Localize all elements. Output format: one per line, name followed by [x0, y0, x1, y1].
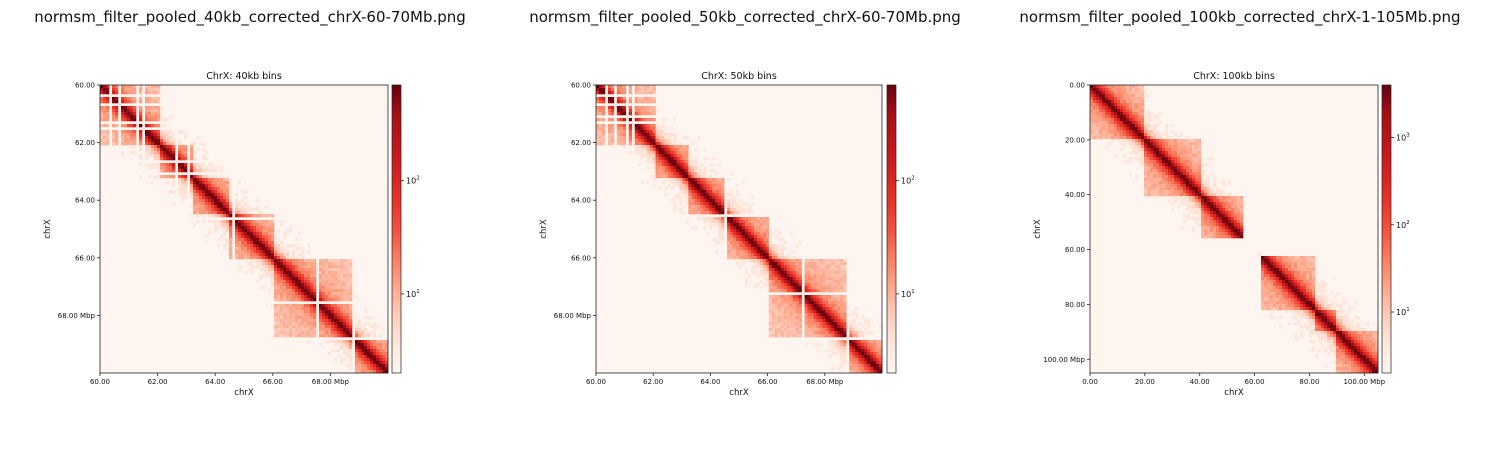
colorbar-tick-label: 103	[1396, 133, 1410, 143]
colorbar	[1381, 84, 1392, 374]
x-tick-label: 62.00	[148, 378, 168, 386]
y-tick-label: 60.00	[1065, 246, 1085, 254]
x-tick-label: 0.00	[1082, 378, 1098, 386]
y-tick-label: 20.00	[1065, 136, 1085, 144]
colorbar-tick-label: 102	[901, 176, 915, 186]
y-tick-label: 0.00	[1069, 82, 1085, 90]
y-tick-label: 60.00	[571, 82, 591, 90]
colorbar	[391, 84, 402, 374]
y-tick-label: 100.00 Mbp	[1043, 356, 1085, 364]
x-tick-label: 60.00	[586, 378, 606, 386]
colorbar	[886, 84, 897, 374]
x-tick-label: 80.00	[1299, 378, 1319, 386]
colorbar-tick-label: 102	[406, 176, 420, 186]
y-tick-label: 66.00	[571, 254, 591, 262]
x-tick-label: 64.00	[205, 378, 225, 386]
x-tick-label: 66.00	[758, 378, 778, 386]
y-axis-label: chrX	[1033, 219, 1043, 239]
heatmap-cells	[100, 85, 389, 374]
x-tick-label: 62.00	[643, 378, 663, 386]
figure-title-1: normsm_filter_pooled_40kb_corrected_chrX…	[34, 8, 466, 26]
x-tick-label: 40.00	[1190, 378, 1210, 386]
colorbar-tick-label: 102	[1396, 220, 1410, 230]
x-tick-label: 66.00	[263, 378, 283, 386]
x-axis-label: chrX	[729, 388, 749, 398]
y-tick-label: 68.00 Mbp	[554, 312, 592, 320]
y-tick-label: 62.00	[75, 139, 95, 147]
x-tick-label: 100.00 Mbp	[1343, 378, 1385, 386]
y-tick-label: 66.00	[75, 254, 95, 262]
y-tick-label: 68.00 Mbp	[58, 312, 96, 320]
x-tick-label: 20.00	[1135, 378, 1155, 386]
y-axis-label: chrX	[43, 219, 53, 239]
x-tick-label: 60.00	[90, 378, 110, 386]
x-axis-label: chrX	[1224, 388, 1244, 398]
heatmap-cells	[596, 85, 883, 374]
colorbar-tick-label: 101	[901, 289, 915, 299]
heatmap-frame	[595, 84, 883, 374]
y-tick-label: 60.00	[75, 82, 95, 90]
y-tick-label: 62.00	[571, 139, 591, 147]
y-tick-label: 80.00	[1065, 301, 1085, 309]
figure-title-3: normsm_filter_pooled_100kb_corrected_chr…	[1019, 8, 1461, 26]
y-tick-label: 64.00	[571, 197, 591, 205]
heatmap-cells	[1090, 85, 1379, 374]
colorbar-tick-label: 101	[406, 289, 420, 299]
heatmap-frame	[99, 84, 389, 374]
colorbar-tick-label: 101	[1396, 307, 1410, 317]
y-tick-label: 64.00	[75, 197, 95, 205]
heatmap-title: ChrX: 50kb bins	[701, 71, 777, 82]
x-tick-label: 64.00	[700, 378, 720, 386]
heatmap-title: ChrX: 100kb bins	[1193, 71, 1275, 82]
x-axis-label: chrX	[234, 388, 254, 398]
x-tick-label: 68.00 Mbp	[312, 378, 350, 386]
y-tick-label: 40.00	[1065, 191, 1085, 199]
heatmap-title: ChrX: 40kb bins	[206, 71, 282, 82]
x-tick-label: 68.00 Mbp	[806, 378, 844, 386]
heatmap-frame	[1089, 84, 1379, 374]
figure-title-2: normsm_filter_pooled_50kb_corrected_chrX…	[529, 8, 961, 26]
y-axis-label: chrX	[539, 219, 549, 239]
x-tick-label: 60.00	[1245, 378, 1265, 386]
